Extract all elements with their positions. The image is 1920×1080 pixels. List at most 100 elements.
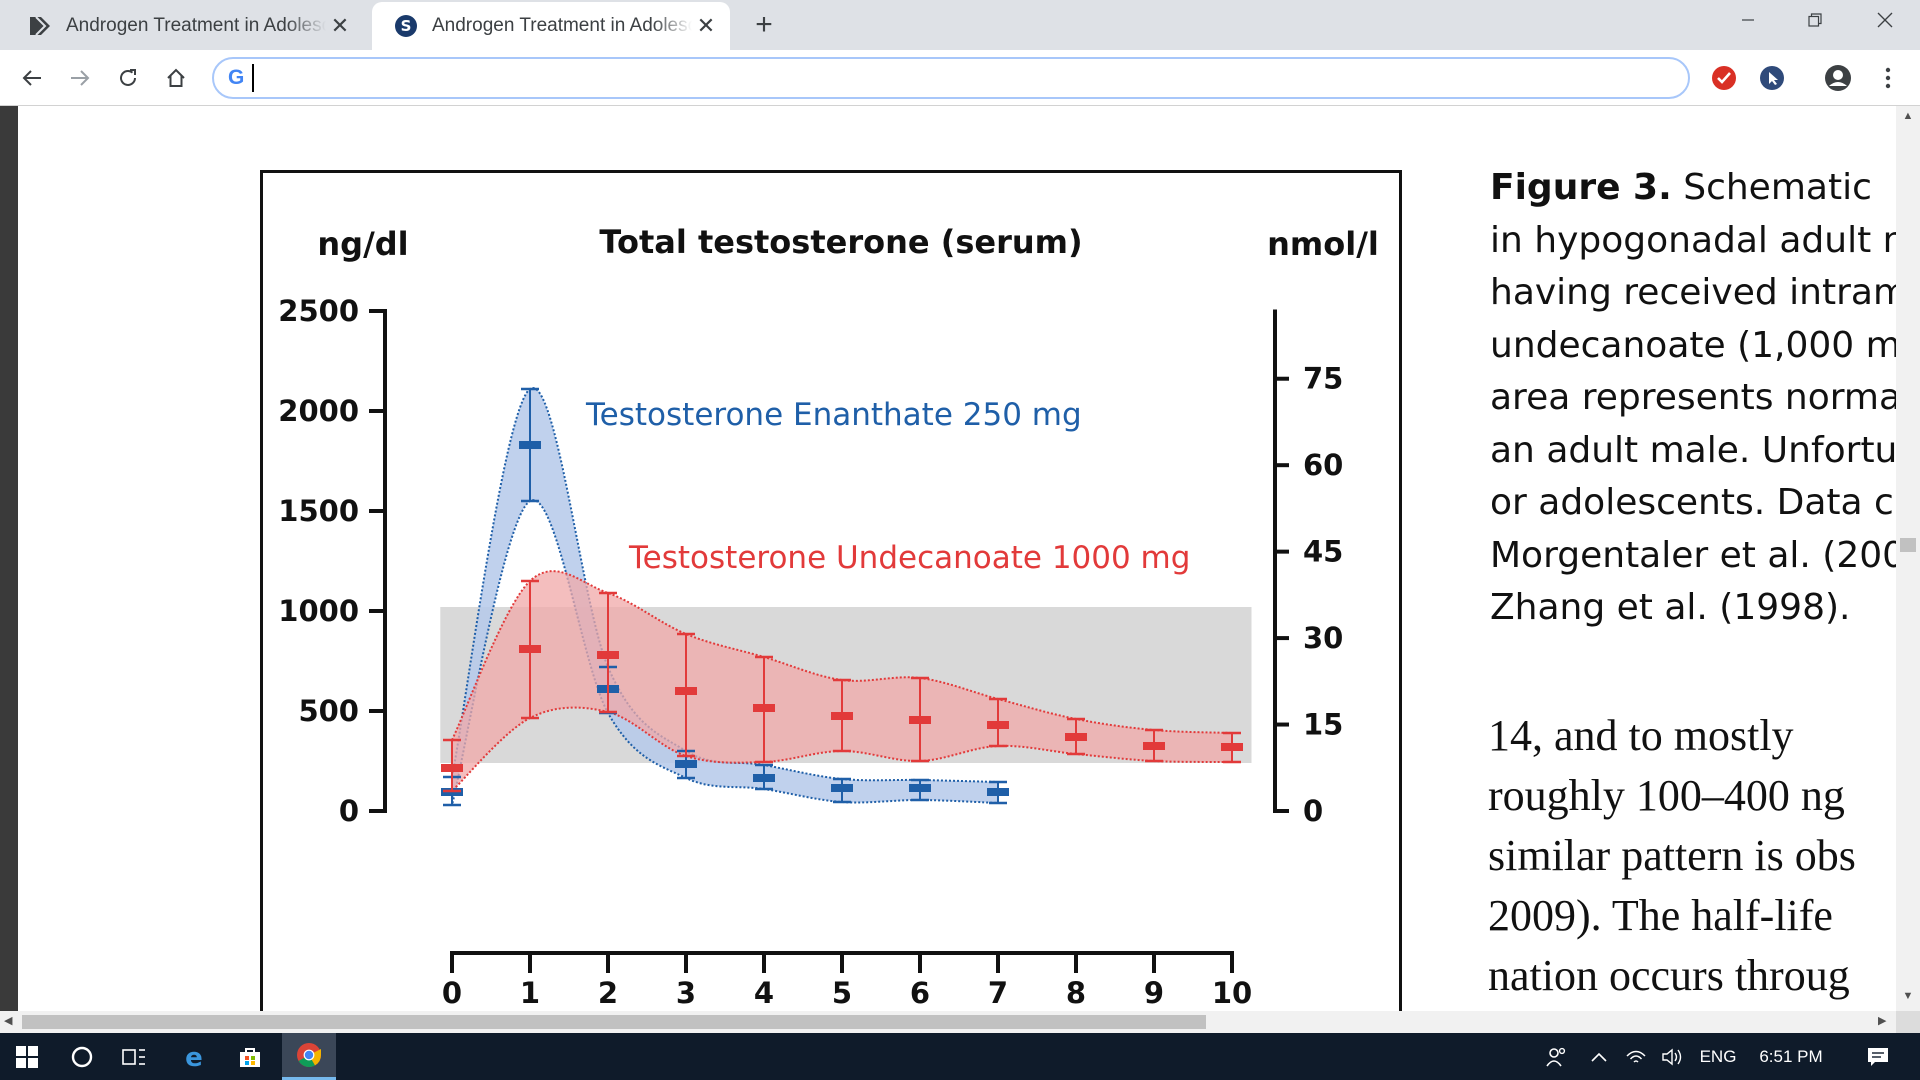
enanthate-error-bar — [753, 763, 775, 791]
scroll-right-icon[interactable]: ▶ — [1878, 1015, 1887, 1027]
y-tick-label: 1000 — [278, 594, 359, 628]
undecanoate-error-bar — [675, 632, 697, 758]
y-tick-label: 0 — [339, 794, 359, 828]
caption-line: Morgentaler et al. (200 — [1490, 534, 1896, 576]
people-icon[interactable] — [1538, 1033, 1574, 1080]
body-line: 2009). The half-life — [1488, 891, 1833, 940]
clock[interactable]: 6:51 PM — [1759, 1046, 1823, 1066]
y2-tick-label: 45 — [1303, 535, 1343, 569]
undecanoate-error-bar — [909, 676, 931, 763]
edge-browser-icon[interactable]: e — [170, 1033, 218, 1080]
tab-androgen-2[interactable]: S Androgen Treatment in Adolescents ✕ — [372, 2, 730, 50]
vertical-scrollbar[interactable]: ▲ ▼ — [1896, 106, 1920, 1011]
cortana-search-icon[interactable] — [58, 1033, 106, 1080]
restore-icon[interactable] — [1786, 0, 1844, 40]
back-arrow-icon[interactable] — [14, 60, 50, 96]
store-icon[interactable] — [226, 1033, 274, 1080]
undecanoate-mean-marker — [1065, 733, 1087, 741]
undecanoate-error-bar — [1065, 717, 1087, 756]
window-close-icon[interactable] — [1856, 0, 1914, 40]
menu-kebab-icon[interactable] — [1870, 60, 1906, 96]
windows-taskbar: e ENG 6:51 PM — [0, 1033, 1920, 1080]
x-tick-label: 4 — [754, 976, 774, 1010]
volume-icon[interactable] — [1656, 1033, 1688, 1080]
horizontal-scrollbar[interactable]: ◀ ▶ — [0, 1011, 1896, 1033]
horizontal-scroll-thumb[interactable] — [22, 1015, 1206, 1029]
scroll-left-icon[interactable]: ◀ — [4, 1015, 13, 1027]
undecanoate-mean-marker — [909, 716, 931, 724]
semantic-scholar-icon: S — [394, 14, 418, 38]
undecanoate-error-bar — [597, 591, 619, 714]
y-axis-label: ng/dl — [317, 225, 408, 263]
y2-tick-label: 75 — [1303, 362, 1343, 396]
y2-tick-label: 60 — [1303, 448, 1343, 482]
reload-icon[interactable] — [110, 60, 146, 96]
x-tick-label: 3 — [676, 976, 696, 1010]
y2-tick-label: 15 — [1303, 708, 1343, 742]
new-tab-button[interactable]: + — [755, 8, 773, 41]
language-indicator[interactable]: ENG — [1699, 1046, 1737, 1066]
undecanoate-mean-marker — [1143, 742, 1165, 750]
tab-strip: Androgen Treatment in Adolescents ✕ S An… — [0, 0, 1920, 50]
x-tick-label: 5 — [832, 976, 852, 1010]
chrome-icon[interactable] — [282, 1033, 336, 1080]
figure-caption: Figure 3. Schematic in hypogonadal adult… — [1490, 162, 1896, 635]
caption-line: in hypogonadal adult m — [1490, 219, 1896, 261]
caption-line: undecanoate (1,000 m — [1490, 324, 1896, 366]
scroll-up-icon[interactable]: ▲ — [1902, 110, 1914, 122]
caption-text: Schematic — [1683, 167, 1872, 208]
page-content: 0 500 1000 1500 2000 2500 0 15 30 45 60 75 0 1 2 3 4 5 6 7 8… — [0, 106, 1896, 1011]
extension-cursor-icon[interactable] — [1754, 60, 1790, 96]
legend-enanthate: Testosterone Enanthate 250 mg — [585, 397, 1082, 433]
caption-line: having received intram — [1490, 272, 1896, 313]
enanthate-error-bar — [987, 780, 1009, 805]
home-icon[interactable] — [158, 60, 194, 96]
forward-arrow-icon[interactable] — [62, 60, 98, 96]
undecanoate-mean-marker — [675, 687, 697, 695]
x-tick-label: 2 — [598, 976, 618, 1010]
undecanoate-mean-marker — [597, 651, 619, 659]
extension-red-icon[interactable] — [1706, 60, 1742, 96]
undecanoate-error-bar — [831, 678, 853, 753]
svg-text:S: S — [401, 17, 412, 35]
scroll-down-icon[interactable]: ▼ — [1902, 990, 1914, 1002]
chart-title: Total testosterone (serum) — [599, 223, 1082, 261]
close-icon[interactable]: ✕ — [696, 13, 716, 38]
undecanoate-error-bar — [441, 738, 463, 793]
caption-line-1: Figure 3. Schematic — [1490, 162, 1896, 215]
undecanoate-mean-marker — [831, 712, 853, 720]
body-line: roughly 100–400 ng — [1488, 771, 1845, 820]
undecanoate-error-bar — [519, 579, 541, 720]
caption-line: area represents norma — [1490, 377, 1896, 418]
tab-title: Androgen Treatment in Adolescents — [432, 15, 692, 36]
enanthate-error-bar — [519, 387, 541, 503]
address-bar[interactable]: G — [212, 57, 1690, 99]
scroll-corner — [1896, 1011, 1920, 1033]
notifications-icon[interactable] — [1854, 1033, 1902, 1080]
tab-androgen-1[interactable]: Androgen Treatment in Adolescents ✕ — [6, 2, 364, 50]
y-tick-label: 1500 — [278, 494, 359, 528]
address-input[interactable] — [252, 64, 1639, 92]
chevron-up-icon[interactable] — [1584, 1033, 1614, 1080]
enanthate-error-bar — [909, 778, 931, 802]
x-tick-label: 0 — [442, 976, 462, 1010]
y2-tick-label: 0 — [1303, 794, 1323, 828]
x-tick-label: 10 — [1212, 976, 1252, 1010]
legend-undecanoate: Testosterone Undecanoate 1000 mg — [628, 540, 1190, 576]
task-view-icon[interactable] — [110, 1033, 158, 1080]
x-tick-label: 1 — [520, 976, 540, 1010]
body-line: 14, and to mostly — [1488, 711, 1794, 760]
x-tick-label: 7 — [988, 976, 1008, 1010]
enanthate-mean-marker — [753, 774, 775, 782]
x-tick-label: 9 — [1144, 976, 1164, 1010]
minimize-icon[interactable] — [1719, 0, 1777, 40]
caption-line: or adolescents. Data c — [1490, 482, 1894, 523]
body-text: 14, and to mostly roughly 100–400 ng sim… — [1488, 706, 1896, 1006]
close-icon[interactable]: ✕ — [330, 13, 350, 38]
windows-start-icon[interactable] — [0, 1033, 54, 1080]
google-g-icon: G — [228, 66, 245, 89]
vertical-scroll-thumb[interactable] — [1900, 538, 1916, 552]
wifi-icon[interactable] — [1620, 1033, 1652, 1080]
account-icon[interactable] — [1820, 60, 1856, 96]
